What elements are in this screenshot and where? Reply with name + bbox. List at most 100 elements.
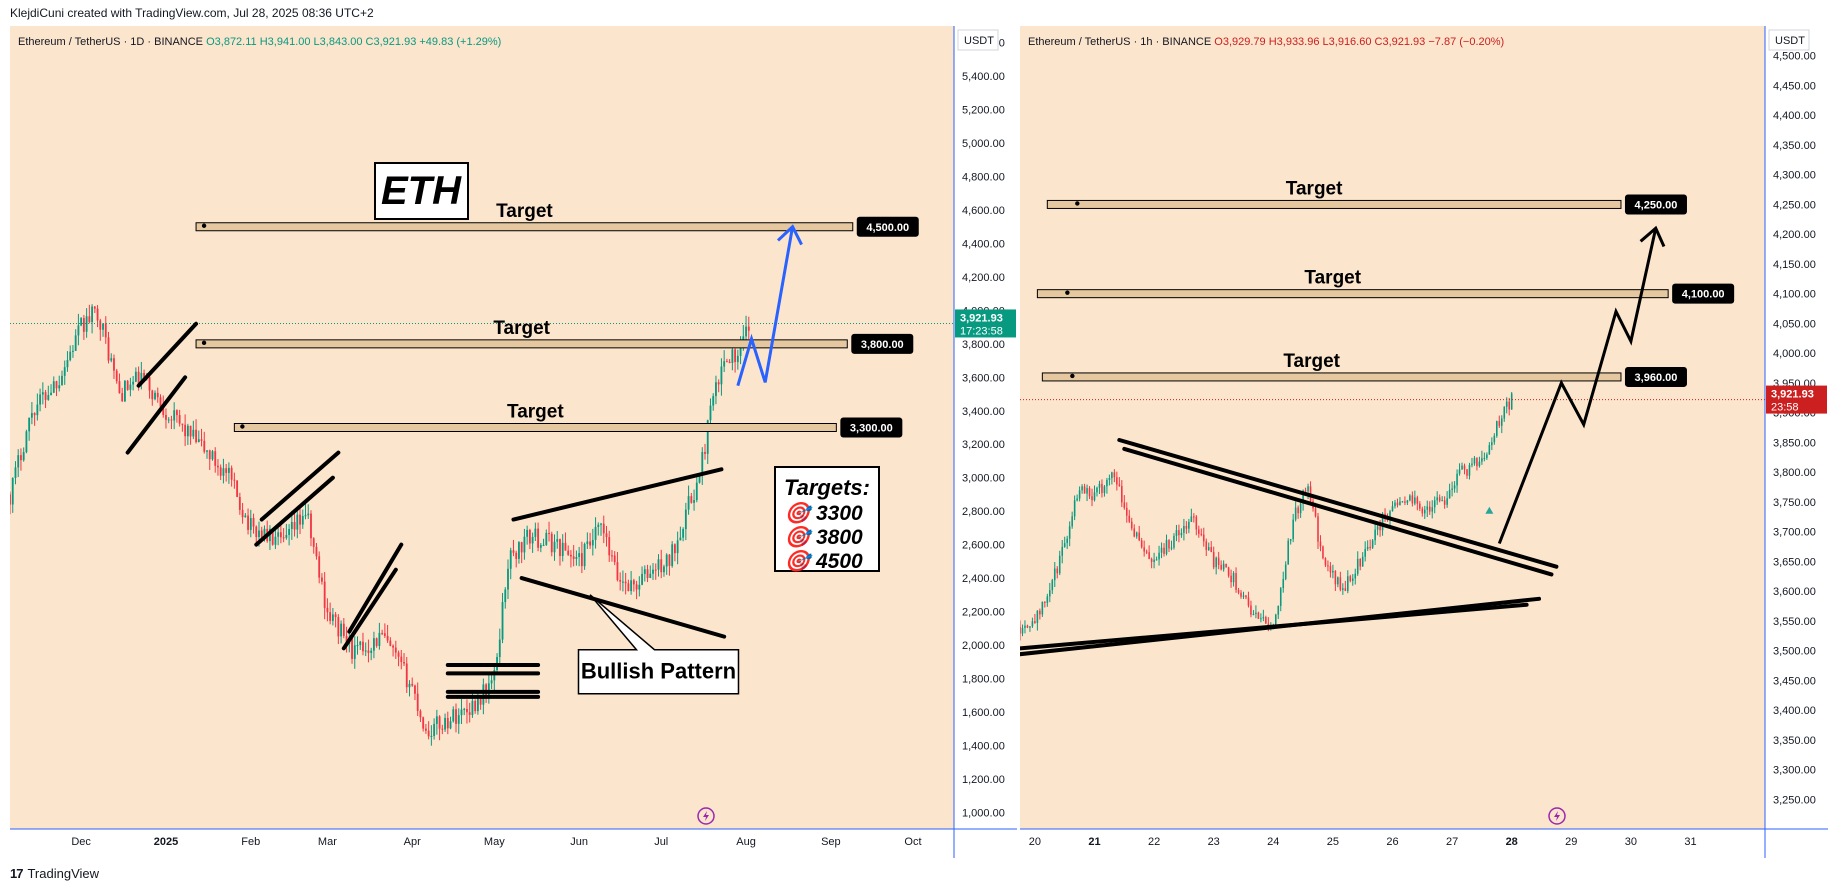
candle-body [397, 652, 400, 657]
price-tick-label: 1,800.00 [962, 673, 1005, 685]
hourly-chart-svg[interactable]: 3,250.00 3,300.00 3,350.00 3,400.00 3,450.00… [1020, 26, 1828, 858]
price-tick-label: 3,700.00 [1773, 527, 1816, 539]
candle-body [1071, 516, 1073, 527]
candle-body [1145, 551, 1148, 553]
candle-body [578, 553, 581, 557]
candle-body [621, 581, 624, 583]
time-tick-label: 22 [1148, 836, 1160, 848]
candle-body [695, 482, 698, 501]
candle-body [1183, 525, 1185, 533]
daily-chart-svg[interactable]: 1,000.00 1,200.00 1,400.00 1,600.00 1,800.00… [10, 26, 1017, 858]
candle-body [258, 530, 260, 538]
time-scale-background [1020, 829, 1828, 858]
tradingview-brand[interactable]: 17 TradingView [10, 866, 99, 881]
target-levels: Target 4,250.00 Target 4,100.00 Target 3,960.… [1036, 178, 1735, 387]
candle-body [745, 326, 747, 337]
candle-body [1324, 558, 1327, 566]
legend: Ethereum / TetherUS · 1D · BINANCE O3,87… [18, 36, 501, 48]
lightning-icon-bolt [703, 811, 709, 821]
time-tick-label: Apr [404, 836, 421, 848]
candle-body [1500, 418, 1503, 426]
target-price-tag [1624, 366, 1687, 387]
candle-body [652, 569, 654, 574]
candle-body [591, 539, 594, 546]
time-tick-label: Jul [654, 836, 668, 848]
price-tick-label: 1,400.00 [962, 740, 1005, 752]
price-tick-label: 4,250.00 [1773, 199, 1816, 211]
candle-body [1215, 557, 1217, 568]
target-zone [195, 222, 854, 232]
price-tick-label: 4,450.00 [1773, 80, 1816, 92]
candle-body [728, 361, 731, 363]
candle-body [1101, 483, 1103, 494]
candle-body [293, 522, 296, 530]
currency-button [1768, 29, 1810, 51]
price-tick-label: 3,600.00 [962, 372, 1005, 384]
current-price-label: 3,921.93 [960, 312, 1003, 324]
candle-body [638, 584, 641, 590]
target-price-tag [840, 417, 903, 438]
candle-body [1364, 548, 1366, 557]
target-price-label: 3,300.00 [850, 423, 893, 435]
candle-body [553, 541, 556, 553]
price-tick-label: 4,400.00 [1773, 110, 1816, 122]
candle-body [611, 555, 613, 557]
candle-body [427, 730, 430, 737]
candle-body [523, 536, 526, 553]
candle-body [597, 524, 600, 527]
bullish-pattern-callout [577, 594, 740, 695]
candle-body [113, 358, 115, 371]
candle-body [1041, 601, 1044, 615]
candle-body [121, 393, 124, 402]
candle-body [1322, 546, 1324, 559]
price-tick-label: 4,500.00 [1773, 51, 1816, 63]
time-tick-label: Sep [821, 836, 841, 848]
candle-body [1096, 487, 1098, 493]
candle-body [1073, 500, 1076, 517]
candle-body [1163, 547, 1165, 554]
candle-body [1356, 558, 1359, 574]
target-price-label: 4,100.00 [1682, 289, 1725, 301]
candle-body [725, 361, 728, 363]
candle-body [30, 413, 33, 418]
candle-body [1046, 596, 1049, 603]
candle-body [526, 529, 529, 537]
candle-body [104, 323, 107, 338]
candle-body [307, 513, 310, 516]
candle-body [186, 425, 189, 437]
candle-body [25, 431, 28, 453]
candle-body [274, 536, 277, 545]
trendline [1122, 446, 1554, 577]
candle-body [1483, 457, 1486, 459]
candle-body [466, 708, 468, 713]
candle-body [539, 545, 542, 548]
candle-body [260, 530, 263, 540]
candle-body [1376, 526, 1379, 530]
candle-body [673, 544, 676, 554]
candle-body [1056, 568, 1059, 574]
candle-body [244, 515, 247, 518]
candle-body [1351, 578, 1354, 581]
plot-background [1020, 26, 1765, 829]
candle-body [1297, 507, 1299, 514]
hourly-chart-panel[interactable]: 3,250.00 3,300.00 3,350.00 3,400.00 3,450.00… [1020, 26, 1828, 858]
candle-body [1396, 502, 1399, 506]
candle-body [1448, 489, 1451, 499]
candle-body [1198, 529, 1200, 534]
trendline [347, 542, 404, 634]
price-tick-label: 2,000.00 [962, 640, 1005, 652]
time-tick-label: 26 [1386, 836, 1398, 848]
candle-body [63, 367, 66, 376]
candle-body [1374, 529, 1376, 541]
candle-body [184, 424, 187, 437]
candle-body [77, 325, 80, 336]
target-zone [1036, 289, 1669, 299]
daily-chart-panel[interactable]: 1,000.00 1,200.00 1,400.00 1,600.00 1,800.00… [10, 26, 1017, 858]
candle-body [236, 480, 239, 497]
candle-body [704, 452, 706, 454]
candle-body [1158, 552, 1160, 560]
candle-body [1029, 626, 1031, 628]
candle-body [167, 419, 170, 421]
candle-body [1066, 538, 1068, 544]
candle-body [1279, 588, 1282, 606]
